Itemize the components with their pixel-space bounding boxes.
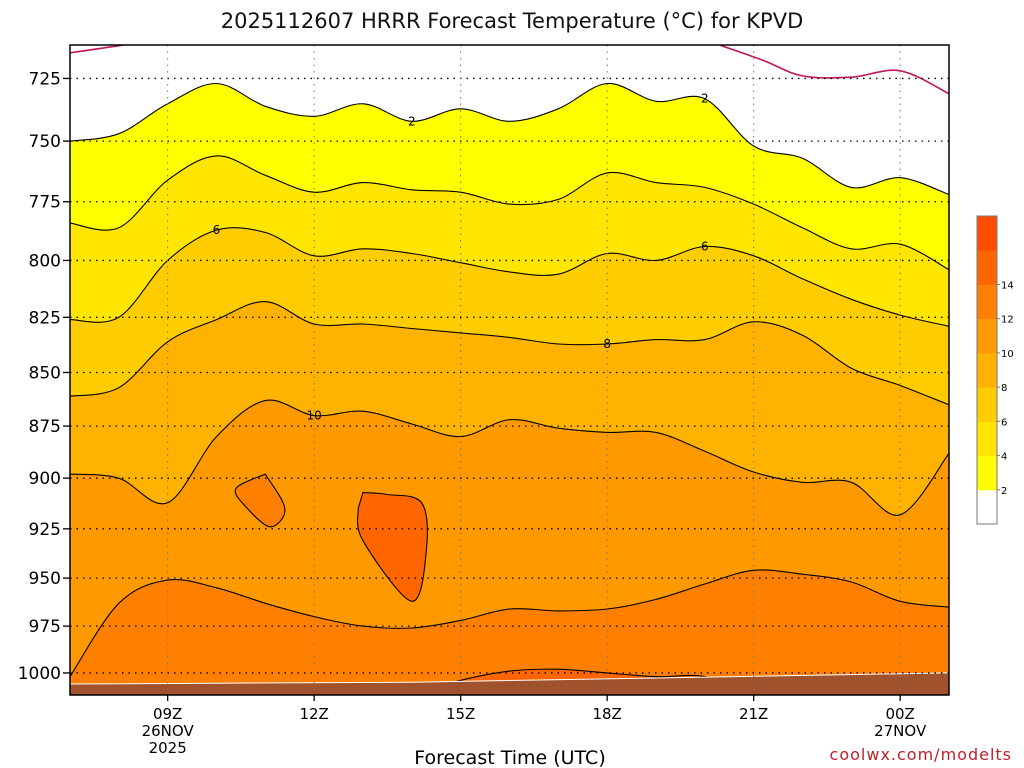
x-tick-label-3: 18Z (592, 705, 621, 723)
x-tick-label-4: 21Z (739, 705, 768, 723)
colorbar-label-2: 2 (1001, 486, 1007, 497)
pocket-14 (356, 491, 428, 602)
y-tick-label-800: 800 (29, 251, 61, 271)
contour-line-2 (70, 82, 949, 196)
contour-label-text-2: 6 (213, 223, 221, 237)
y-tick-label-750: 750 (29, 132, 61, 152)
chart-title: 2025112607 HRRR Forecast Temperature (°C… (221, 9, 804, 33)
x-tick-year-0: 2025 (149, 739, 187, 757)
y-axis: 725 750 775 800 825 850 875 900 925 950 975 1000 (18, 69, 70, 684)
band-fill-12 (70, 569, 949, 695)
colorbar-swatch-5 (977, 318, 997, 354)
colorbar-swatch-6 (977, 284, 997, 320)
y-tick-label-825: 825 (29, 308, 61, 328)
contour-label-2: 6 (213, 223, 221, 237)
colorbar-label-8: 8 (1001, 383, 1007, 394)
y-tick-label-925: 925 (29, 520, 61, 540)
temperature-fill-layer (70, 45, 949, 695)
contour-label-text-4: 8 (603, 337, 611, 351)
contour-label-layer: 2 2 6 6 8 10 (213, 92, 709, 423)
contour-label-1: 2 (701, 92, 709, 106)
x-tick-label-2: 15Z (446, 705, 475, 723)
grid-layer (70, 45, 949, 695)
colorbar-swatch-8 (977, 216, 997, 251)
contour-label-text-0: 2 (408, 114, 416, 128)
pocket-12 (234, 473, 286, 528)
y-tick-label-900: 900 (29, 469, 61, 489)
x-tick-label-0: 09Z (153, 705, 182, 723)
colorbar-swatch-4 (977, 352, 997, 388)
colorbar-label-14: 14 (1001, 280, 1014, 291)
colorbar-label-12: 12 (1001, 315, 1014, 326)
contour-line-14 (411, 668, 754, 695)
colorbar-swatch-1 (977, 455, 997, 491)
y-tick-label-775: 775 (29, 193, 61, 213)
colorbar-swatch-0 (977, 489, 997, 525)
contour-line-8 (70, 301, 949, 406)
y-tick-label-875: 875 (29, 417, 61, 437)
colorbar-swatch-2 (977, 421, 997, 457)
surface-ground (70, 672, 949, 695)
colorbar-label-6: 6 (1001, 417, 1007, 428)
contour-line-4 (70, 155, 949, 271)
colorbar-swatch-7 (977, 250, 997, 285)
contour-label-text-5: 10 (307, 408, 322, 422)
x-tick-label-5: 00Z (885, 705, 914, 723)
colorbar-label-4: 4 (1001, 452, 1007, 463)
contour-label-3: 6 (701, 240, 709, 254)
contour-line-12 (70, 569, 949, 677)
contour-label-0: 2 (408, 114, 416, 128)
y-tick-label-725: 725 (29, 69, 61, 89)
contour-line-6 (70, 227, 949, 327)
x-axis-label: Forecast Time (UTC) (414, 747, 605, 768)
contour-label-text-3: 6 (701, 240, 709, 254)
colorbar-label-10: 10 (1001, 349, 1014, 360)
y-tick-label-850: 850 (29, 364, 61, 384)
y-tick-label-975: 975 (29, 617, 61, 637)
plot-frame (69, 44, 950, 696)
y-tick-label-950: 950 (29, 569, 61, 589)
credit-text: coolwx.com/modelts (830, 745, 1012, 764)
colorbar-frame (976, 215, 998, 525)
x-tick-date-5: 27NOV (874, 722, 927, 740)
colorbar-swatch-3 (977, 387, 997, 422)
contour-label-text-1: 2 (701, 92, 709, 106)
x-tick-date-0: 26NOV (142, 722, 195, 740)
colorbar: 2 4 6 8 10 12 14 (976, 215, 1014, 525)
contour-label-4: 8 (603, 337, 611, 351)
contour-line-0 (719, 45, 949, 95)
contour-line-10 (70, 399, 949, 516)
contour-label-5: 10 (307, 408, 322, 422)
y-tick-label-1000: 1000 (18, 664, 61, 684)
x-tick-label-1: 12Z (299, 705, 328, 723)
